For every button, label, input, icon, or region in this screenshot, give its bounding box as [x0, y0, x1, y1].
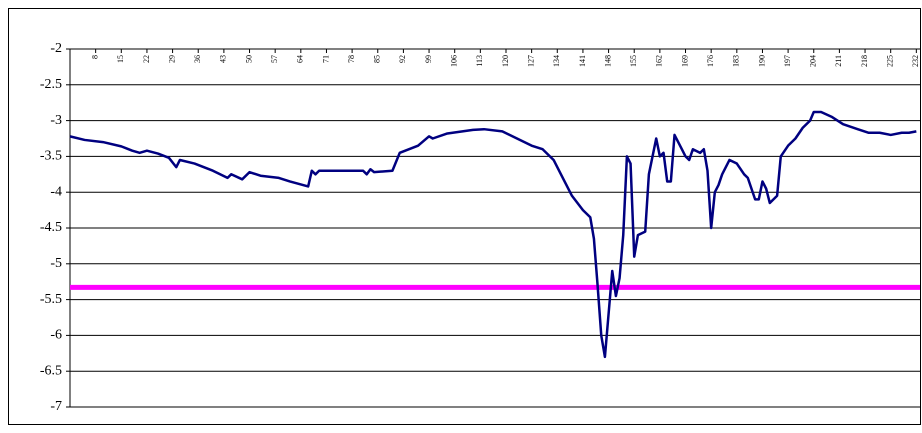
x-tick-label: 64 — [296, 55, 305, 63]
x-tick-label: 8 — [90, 55, 99, 59]
x-tick-label: 113 — [475, 55, 484, 67]
x-tick-label: 50 — [244, 55, 253, 63]
x-tick-label: 43 — [219, 55, 228, 63]
data-line — [69, 110, 917, 359]
x-tick-label: 190 — [757, 55, 766, 67]
x-tick-label: 106 — [450, 55, 459, 67]
x-tick-label: 141 — [578, 55, 587, 67]
x-tick-label: 85 — [373, 55, 382, 63]
chart-border — [8, 8, 921, 425]
x-tick-label: 15 — [116, 55, 125, 63]
x-tick-label: 57 — [270, 55, 279, 63]
x-tick-label: 183 — [732, 55, 741, 67]
x-tick-label: 148 — [603, 55, 612, 67]
y-tick-label: -3 — [50, 113, 62, 128]
x-tick-label: 218 — [860, 55, 869, 67]
x-tick-label: 120 — [501, 55, 510, 67]
x-tick-label: 29 — [167, 55, 176, 63]
x-tick-label: 127 — [526, 55, 535, 67]
x-tick-label: 197 — [783, 55, 792, 67]
x-tick-label: 225 — [886, 55, 895, 67]
x-tick-label: 36 — [193, 55, 202, 63]
x-tick-label: 155 — [629, 55, 638, 67]
y-tick-label: -2.5 — [40, 77, 62, 92]
x-tick-label: 134 — [552, 55, 561, 67]
y-tick-label: -2 — [50, 41, 62, 56]
x-tick-label: 99 — [424, 55, 433, 63]
y-tick-label: -3.5 — [40, 149, 62, 164]
y-tick-label: -4 — [50, 184, 62, 199]
x-tick-label: 211 — [834, 55, 843, 67]
x-tick-label: 71 — [321, 55, 330, 63]
x-tick-label: 22 — [142, 55, 151, 63]
y-tick-label: -5 — [50, 256, 62, 271]
x-tick-label: 232 — [911, 55, 920, 67]
x-tick-label: 169 — [680, 55, 689, 67]
y-tick-label: -5.5 — [40, 292, 62, 307]
x-tick-label: 204 — [809, 55, 818, 67]
y-tick-label: -6.5 — [40, 363, 62, 378]
y-tick-label: -6 — [50, 328, 62, 343]
y-tick-label: -4.5 — [40, 220, 62, 235]
y-tick-label: -7 — [50, 399, 62, 414]
x-tick-label: 162 — [655, 55, 664, 67]
x-tick-label: 78 — [347, 55, 356, 63]
x-tick-label: 92 — [398, 55, 407, 63]
x-tick-label: 176 — [706, 55, 715, 67]
